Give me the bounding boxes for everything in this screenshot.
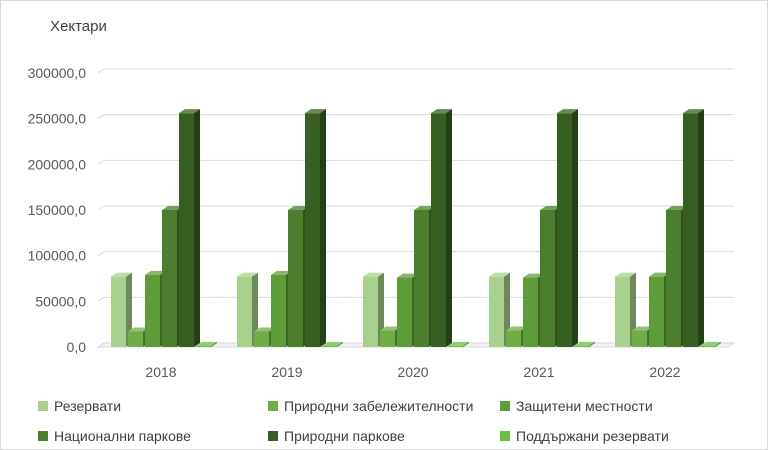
bar — [448, 341, 469, 347]
y-tick-label: 300000,0 — [28, 65, 87, 81]
legend-swatch — [38, 431, 48, 441]
x-tick-label: 2021 — [523, 364, 554, 380]
y-tick-label: 50000,0 — [35, 293, 86, 309]
gridline-side — [97, 114, 105, 120]
gridline-side — [97, 159, 105, 165]
gridline-side — [97, 205, 105, 211]
bar — [683, 109, 704, 347]
y-tick-label: 250000,0 — [28, 111, 87, 127]
x-tick-label: 2020 — [397, 364, 428, 380]
legend-swatch — [500, 431, 510, 441]
bar — [179, 109, 200, 347]
gridline-side — [97, 296, 105, 302]
bar — [237, 272, 258, 347]
bar — [305, 109, 326, 347]
gridline-side — [97, 251, 105, 257]
bar — [557, 109, 578, 347]
legend-label: Национални паркове — [54, 428, 191, 444]
legend-item-protected-areas: Защитени местности — [500, 398, 653, 414]
legend-swatch — [38, 401, 48, 411]
bar — [700, 341, 721, 347]
bar — [574, 341, 595, 347]
legend-swatch — [268, 401, 278, 411]
bar — [489, 272, 510, 347]
x-tick-label: 2019 — [271, 364, 302, 380]
legend-label: Природни паркове — [284, 428, 405, 444]
y-tick-label: 150000,0 — [28, 202, 87, 218]
bar-chart: 0,0 50000,0 100000,0 150000,0 200000,0 250000… — [28, 65, 736, 380]
x-tick-label: 2022 — [649, 364, 680, 380]
legend-label: Природни забележителности — [284, 398, 474, 414]
legend-label: Резервати — [54, 398, 122, 414]
y-tick-label: 100000,0 — [28, 248, 87, 264]
legend-label: Защитени местности — [516, 398, 653, 414]
legend-item-natural-landmarks: Природни забележителности — [268, 398, 473, 414]
bar — [363, 272, 384, 347]
legend-item-national-parks: Национални паркове — [38, 428, 191, 444]
y-tick-label: 200000,0 — [28, 156, 87, 172]
bar — [196, 341, 217, 347]
legend-swatch — [268, 431, 278, 441]
y-axis-title: Хектари — [50, 18, 107, 35]
bar — [111, 272, 132, 347]
bar — [322, 341, 343, 347]
legend-label: Поддържани резервати — [516, 428, 669, 444]
legend-item-maintained-reserves: Поддържани резервати — [500, 428, 669, 444]
gridline-side — [97, 68, 105, 74]
bar — [431, 109, 452, 347]
legend-item-reserves: Резервати — [38, 398, 121, 414]
bar — [615, 272, 636, 347]
legend-item-nature-parks: Природни паркове — [268, 428, 405, 444]
y-tick-label: 0,0 — [67, 339, 87, 355]
legend-swatch — [500, 401, 510, 411]
x-tick-label: 2018 — [145, 364, 176, 380]
legend: Резервати Природни забележителности Защи… — [0, 390, 768, 450]
